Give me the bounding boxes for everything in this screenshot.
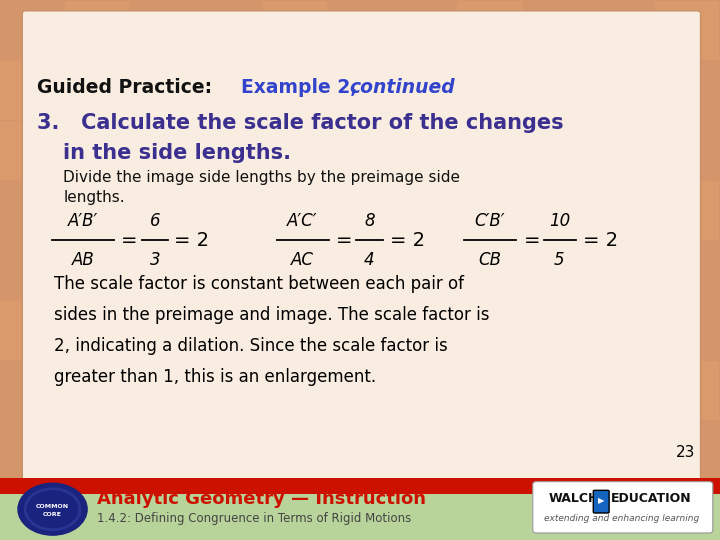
Circle shape: [18, 483, 87, 535]
Bar: [392, 481, 457, 540]
Text: greater than 1, this is an enlargement.: greater than 1, this is an enlargement.: [54, 368, 376, 386]
Text: 2, indicating a dilation. Since the scale factor is: 2, indicating a dilation. Since the scal…: [54, 337, 448, 355]
Bar: [654, 361, 719, 420]
Bar: [0, 60, 65, 120]
Text: = 2: = 2: [583, 231, 618, 250]
Text: =: =: [336, 231, 353, 250]
Text: 1.4.2: Defining Congruence in Terms of Rigid Motions: 1.4.2: Defining Congruence in Terms of R…: [97, 512, 411, 525]
Text: The scale factor is constant between each pair of: The scale factor is constant between eac…: [54, 275, 464, 293]
Bar: [262, 361, 327, 420]
Text: Example 2,: Example 2,: [241, 78, 364, 97]
Bar: [0, 478, 720, 494]
Bar: [392, 120, 457, 180]
FancyBboxPatch shape: [593, 490, 609, 513]
Text: A′B′: A′B′: [68, 212, 98, 230]
Bar: [131, 241, 196, 300]
Text: C′B′: C′B′: [474, 212, 505, 230]
Text: 23: 23: [675, 445, 695, 460]
Bar: [328, 241, 392, 300]
Text: 6: 6: [150, 212, 160, 230]
Bar: [458, 180, 523, 240]
Bar: [523, 241, 588, 300]
FancyBboxPatch shape: [22, 11, 701, 481]
Bar: [589, 120, 654, 180]
Bar: [197, 481, 261, 540]
Bar: [589, 301, 654, 360]
Text: CB: CB: [478, 251, 501, 269]
Bar: [262, 1, 327, 60]
Bar: [392, 301, 457, 360]
Bar: [66, 180, 130, 240]
Bar: [0, 481, 65, 540]
Bar: [328, 421, 392, 480]
Bar: [66, 361, 130, 420]
Text: AB: AB: [71, 251, 94, 269]
Text: continued: continued: [349, 78, 455, 97]
Text: =: =: [523, 231, 540, 250]
Bar: [66, 1, 130, 60]
Text: 5: 5: [554, 251, 564, 269]
Text: Divide the image side lengths by the preimage side: Divide the image side lengths by the pre…: [63, 170, 460, 185]
Bar: [589, 60, 654, 120]
Bar: [458, 361, 523, 420]
Bar: [654, 1, 719, 60]
Text: WALCH: WALCH: [549, 492, 599, 505]
Bar: [589, 481, 654, 540]
Bar: [654, 180, 719, 240]
Text: sides in the preimage and image. The scale factor is: sides in the preimage and image. The sca…: [54, 306, 490, 324]
Text: 3: 3: [150, 251, 160, 269]
Text: 8: 8: [364, 212, 374, 230]
Bar: [0, 301, 65, 360]
Text: Analytic Geometry — Instruction: Analytic Geometry — Instruction: [97, 490, 426, 508]
Text: 4: 4: [364, 251, 374, 269]
Text: ▶: ▶: [598, 496, 605, 505]
Text: = 2: = 2: [390, 231, 426, 250]
Text: AC: AC: [291, 251, 314, 269]
Bar: [458, 1, 523, 60]
Text: Guided Practice:: Guided Practice:: [37, 78, 219, 97]
Text: 10: 10: [549, 212, 570, 230]
Text: EDUCATION: EDUCATION: [611, 492, 691, 505]
FancyBboxPatch shape: [533, 482, 713, 533]
Bar: [0, 120, 65, 180]
Bar: [197, 120, 261, 180]
Text: COMMON: COMMON: [36, 504, 69, 509]
Text: A′C′: A′C′: [287, 212, 318, 230]
Text: =: =: [121, 231, 138, 250]
Text: CORE: CORE: [43, 511, 62, 517]
Bar: [262, 180, 327, 240]
Bar: [0, 478, 720, 540]
Bar: [197, 60, 261, 120]
Bar: [131, 421, 196, 480]
Text: in the side lengths.: in the side lengths.: [63, 143, 292, 163]
Text: = 2: = 2: [174, 231, 210, 250]
Text: 3.   Calculate the scale factor of the changes: 3. Calculate the scale factor of the cha…: [37, 113, 564, 133]
Text: extending and enhancing learning: extending and enhancing learning: [544, 514, 699, 523]
Bar: [523, 421, 588, 480]
Bar: [197, 301, 261, 360]
Bar: [392, 60, 457, 120]
Text: lengths.: lengths.: [63, 190, 125, 205]
